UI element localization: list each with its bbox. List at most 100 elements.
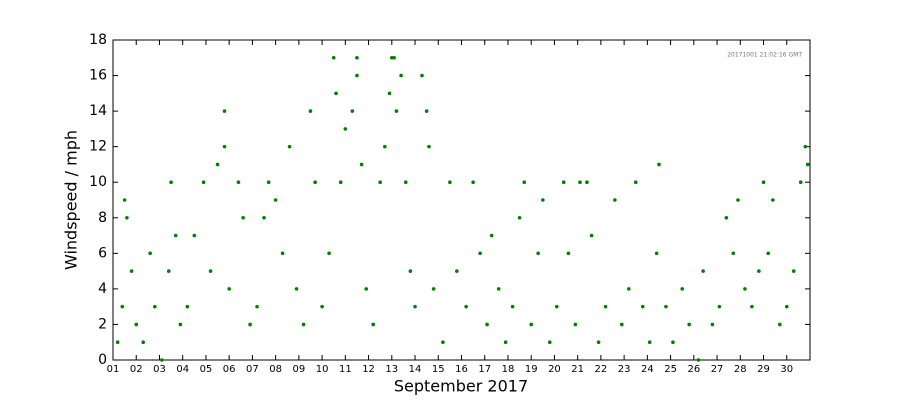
x-tick-label: 13 xyxy=(385,364,398,375)
point xyxy=(573,322,578,327)
point xyxy=(654,251,659,256)
point xyxy=(280,251,285,256)
point xyxy=(408,269,413,273)
point xyxy=(455,269,459,273)
point xyxy=(371,322,376,327)
point xyxy=(125,215,129,220)
point xyxy=(547,340,552,345)
point xyxy=(394,109,399,113)
x-tick-label: 26 xyxy=(687,364,700,375)
x-tick-label: 15 xyxy=(432,364,445,375)
point xyxy=(262,215,266,220)
point xyxy=(413,304,417,309)
point xyxy=(777,322,782,327)
x-tick-label: 27 xyxy=(711,364,724,375)
point xyxy=(596,340,601,345)
point xyxy=(441,340,445,345)
point xyxy=(771,198,775,202)
point xyxy=(222,109,227,113)
timestamp: 20171001 21:02:16 GMT xyxy=(727,52,802,59)
x-tick-label: 29 xyxy=(757,364,770,375)
point xyxy=(561,180,566,185)
x-tick-label: 05 xyxy=(200,364,213,375)
point xyxy=(166,269,171,273)
point xyxy=(503,340,508,345)
point xyxy=(717,304,722,309)
point xyxy=(153,304,157,309)
x-tick-label: 06 xyxy=(223,364,236,375)
y-tick-label: 2 xyxy=(98,316,107,332)
x-tick-label: 07 xyxy=(246,364,259,375)
point xyxy=(522,180,527,185)
point xyxy=(696,358,701,362)
point xyxy=(448,180,452,185)
point xyxy=(750,304,754,309)
point xyxy=(626,287,631,291)
x-tick-label: 03 xyxy=(153,364,166,375)
point xyxy=(431,287,436,291)
point xyxy=(383,144,387,149)
point xyxy=(585,180,589,185)
point xyxy=(687,322,691,327)
point xyxy=(517,215,522,220)
point xyxy=(536,251,540,256)
point xyxy=(736,198,740,202)
point xyxy=(331,55,336,60)
point xyxy=(115,340,120,345)
point xyxy=(633,180,638,185)
point xyxy=(541,198,545,202)
point xyxy=(122,198,127,202)
x-tick-label: 17 xyxy=(478,364,491,375)
point xyxy=(201,180,206,185)
x-tick-label: 09 xyxy=(292,364,305,375)
point xyxy=(343,127,348,131)
x-tick-label: 22 xyxy=(595,364,608,375)
point xyxy=(308,109,313,113)
x-tick-label: 12 xyxy=(362,364,375,375)
x-tick-label: 19 xyxy=(525,364,538,375)
point xyxy=(757,269,761,273)
point xyxy=(266,180,271,185)
point xyxy=(485,322,489,327)
point xyxy=(355,73,359,78)
point xyxy=(471,180,475,185)
point xyxy=(173,233,178,238)
point xyxy=(334,91,338,96)
x-tick-label: 11 xyxy=(339,364,352,375)
point xyxy=(227,287,231,291)
point xyxy=(464,304,468,309)
point xyxy=(364,287,369,291)
point xyxy=(805,162,810,167)
point xyxy=(613,198,617,202)
point xyxy=(496,287,501,291)
x-tick-label: 30 xyxy=(780,364,793,375)
point xyxy=(489,233,494,238)
x-tick-label: 10 xyxy=(316,364,329,375)
point xyxy=(510,304,515,309)
point xyxy=(338,180,343,185)
point xyxy=(554,304,559,309)
y-tick-label: 10 xyxy=(89,174,107,190)
y-tick-label: 12 xyxy=(89,139,107,155)
point xyxy=(273,198,278,202)
point xyxy=(148,251,152,256)
point xyxy=(327,251,331,256)
point xyxy=(359,162,364,167)
point xyxy=(236,180,241,185)
point xyxy=(255,304,259,309)
x-tick-label: 25 xyxy=(664,364,677,375)
point xyxy=(387,91,392,96)
x-tick-label: 21 xyxy=(571,364,584,375)
x-tick-label: 20 xyxy=(548,364,561,375)
point xyxy=(159,358,164,362)
point xyxy=(287,144,292,149)
point xyxy=(791,269,796,273)
point xyxy=(657,162,661,167)
point xyxy=(178,322,183,327)
point xyxy=(301,322,306,327)
plot-frame xyxy=(112,39,811,361)
point xyxy=(761,180,766,185)
point xyxy=(294,287,299,291)
y-tick-label: 0 xyxy=(98,352,107,368)
